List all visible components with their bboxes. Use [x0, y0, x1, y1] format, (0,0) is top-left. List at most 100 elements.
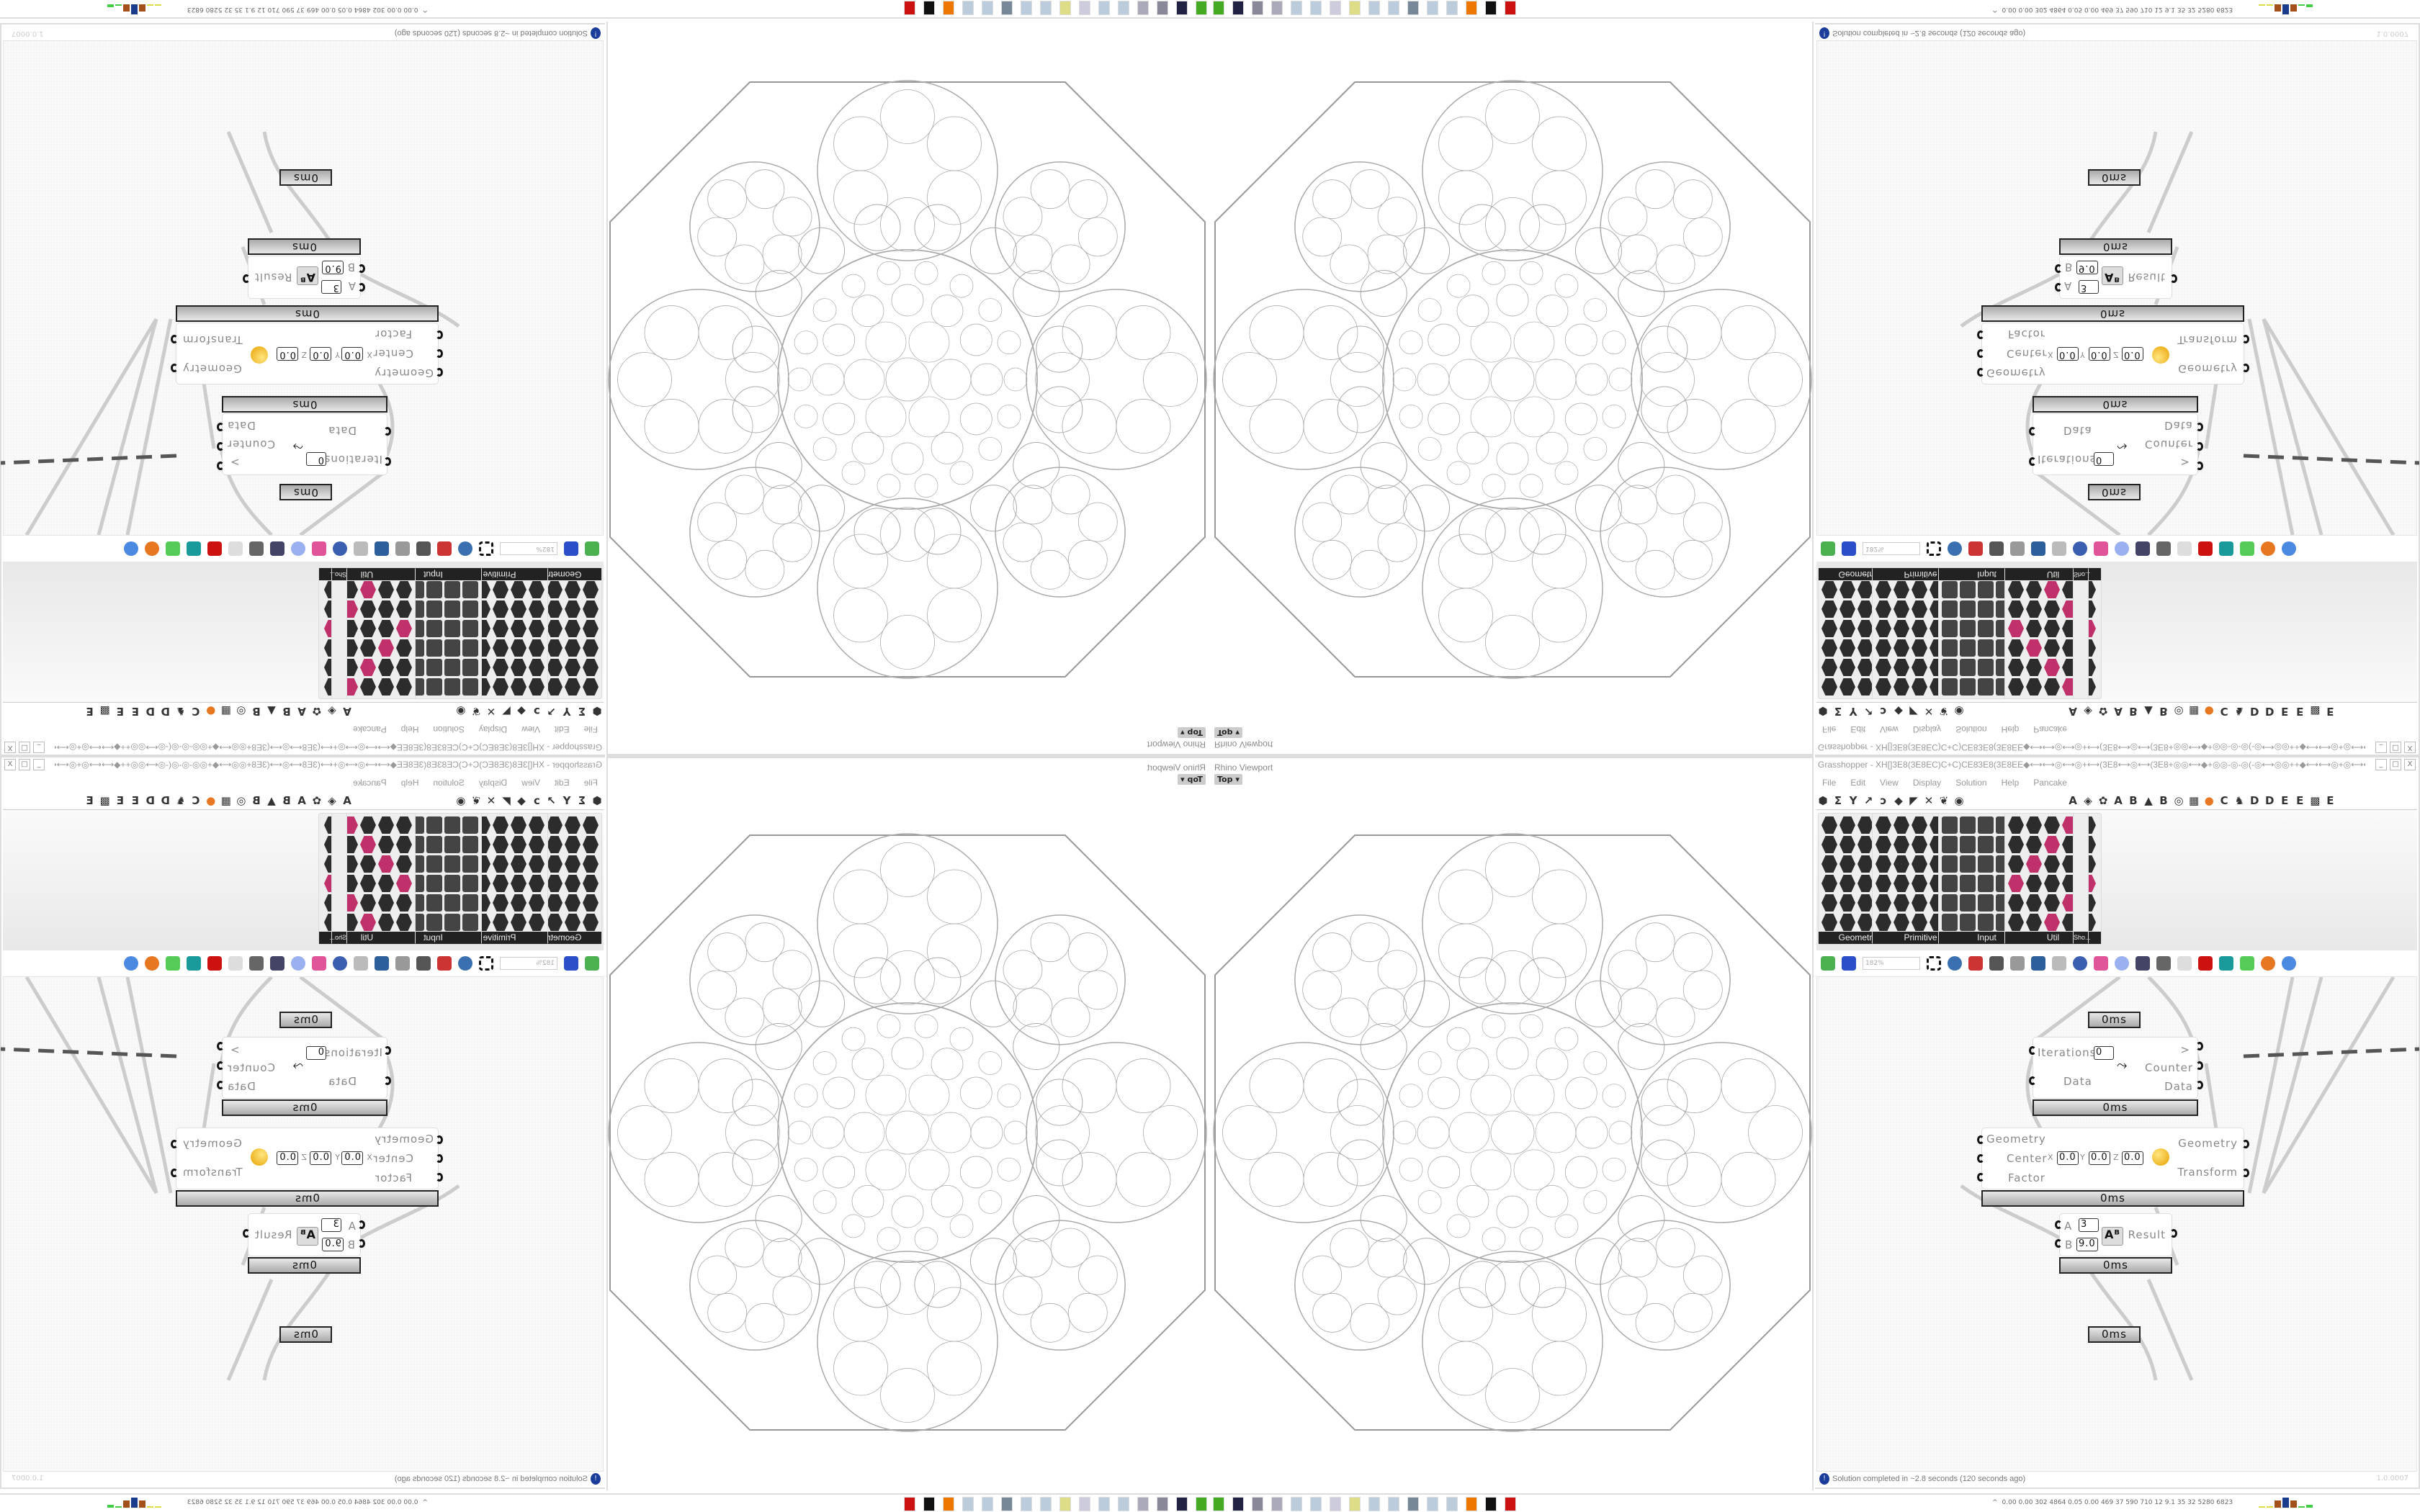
- component-icon[interactable]: [2026, 855, 2042, 873]
- component-icon[interactable]: [1960, 894, 1976, 912]
- component-icon[interactable]: [1960, 855, 1976, 873]
- menu-pancake[interactable]: Pancake: [2033, 724, 2067, 734]
- component-icon[interactable]: [444, 836, 460, 853]
- component-icon[interactable]: [1960, 914, 1976, 931]
- selected-preview-icon[interactable]: [2198, 956, 2213, 971]
- component-icon[interactable]: [583, 894, 599, 912]
- menu-help[interactable]: Help: [2001, 778, 2020, 788]
- component-tab[interactable]: B: [252, 794, 261, 807]
- component-icon[interactable]: [1821, 855, 1837, 873]
- bake-icon[interactable]: [1989, 956, 2004, 971]
- component-icon[interactable]: [1942, 678, 1958, 696]
- taskbar-app-icon[interactable]: [1079, 1497, 1090, 1511]
- component-icon[interactable]: [565, 855, 581, 873]
- component-icon[interactable]: [360, 620, 376, 637]
- component-icon[interactable]: [462, 855, 478, 873]
- component-icon[interactable]: [1978, 875, 1994, 892]
- zoom-level-field[interactable]: 182%: [1863, 957, 1920, 970]
- component-icon[interactable]: [1894, 855, 1909, 873]
- component-tab[interactable]: C: [2220, 705, 2228, 718]
- component-tab[interactable]: A: [2114, 794, 2123, 807]
- menu-pancake[interactable]: Pancake: [2033, 778, 2067, 788]
- taskbar-app-icon[interactable]: [943, 1, 954, 15]
- component-icon[interactable]: [396, 875, 412, 892]
- cluster-icon[interactable]: [395, 541, 410, 556]
- a-input[interactable]: 3: [321, 280, 341, 294]
- component-icon[interactable]: [547, 639, 563, 657]
- component-icon[interactable]: [1960, 875, 1976, 892]
- component-tab[interactable]: ❦: [1939, 705, 1949, 718]
- component-icon[interactable]: [1912, 639, 1927, 657]
- bake-icon[interactable]: [416, 956, 431, 971]
- component-tab[interactable]: B: [282, 794, 291, 807]
- panel-label[interactable]: Sho...: [2074, 932, 2091, 944]
- grasshopper-canvas[interactable]: 0ms Iterations 0 Data > ⤳ Counter Data 0…: [1, 40, 604, 536]
- wire-display-icon[interactable]: [2136, 541, 2150, 556]
- component-icon[interactable]: [1839, 639, 1855, 657]
- component-tab[interactable]: Y: [1849, 705, 1857, 718]
- taskbar-app-icon[interactable]: [1157, 1, 1168, 15]
- component-icon[interactable]: [1857, 659, 1873, 676]
- taskbar-app-icon[interactable]: [1505, 1497, 1516, 1511]
- component-icon[interactable]: [529, 855, 544, 873]
- component-icon[interactable]: [493, 620, 508, 637]
- component-tab[interactable]: D: [145, 794, 156, 807]
- component-icon[interactable]: [529, 620, 544, 637]
- input-pin[interactable]: [384, 1046, 391, 1055]
- component-icon[interactable]: [511, 894, 526, 912]
- component-tab[interactable]: E: [2281, 794, 2289, 807]
- taskbar-app-icon[interactable]: [1310, 1497, 1322, 1511]
- component-tab[interactable]: Σ: [1834, 705, 1842, 718]
- output-pin[interactable]: [217, 462, 224, 470]
- component-tab[interactable]: ↗: [1863, 705, 1873, 718]
- input-pin[interactable]: [2029, 1046, 2036, 1055]
- component-icon[interactable]: [1839, 855, 1855, 873]
- component-icon[interactable]: [2044, 836, 2060, 853]
- input-pin[interactable]: [2029, 427, 2036, 436]
- scale-component[interactable]: Geometry Center X 0.0 Y 0.0 Z 0.0 Factor…: [176, 323, 439, 384]
- b-input[interactable]: 9.0: [2076, 1238, 2098, 1251]
- menu-solution[interactable]: Solution: [1955, 778, 1987, 788]
- component-icon[interactable]: [1912, 816, 1927, 834]
- menu-solution[interactable]: Solution: [433, 724, 465, 734]
- component-icon[interactable]: [1912, 620, 1927, 637]
- component-icon[interactable]: [1912, 836, 1927, 853]
- input-pin[interactable]: [436, 349, 443, 358]
- component-icon[interactable]: [2008, 581, 2024, 598]
- component-tab[interactable]: B: [2129, 705, 2138, 718]
- taskbar-app-icon[interactable]: [1001, 1, 1013, 15]
- component-icon[interactable]: [444, 581, 460, 598]
- tray-chevron-icon[interactable]: ^: [1992, 6, 1998, 13]
- component-tab[interactable]: B: [252, 705, 261, 718]
- rhino-viewport[interactable]: Rhino Viewport Top ▾: [1210, 756, 1814, 1490]
- wireframe-preview-icon[interactable]: [2177, 956, 2192, 971]
- component-icon[interactable]: [1942, 816, 1958, 834]
- component-icon[interactable]: [493, 875, 508, 892]
- b-input[interactable]: 9.0: [322, 261, 344, 274]
- component-icon[interactable]: [547, 678, 563, 696]
- center-y-input[interactable]: 0.0: [2089, 347, 2110, 361]
- package-icon[interactable]: [2094, 956, 2108, 971]
- taskbar-app-icon[interactable]: [1388, 1497, 1399, 1511]
- output-pin[interactable]: [2242, 364, 2249, 372]
- component-icon[interactable]: [2044, 855, 2060, 873]
- component-icon[interactable]: [2044, 659, 2060, 676]
- cluster-icon[interactable]: [2010, 956, 2025, 971]
- component-icon[interactable]: [444, 678, 460, 696]
- output-pin[interactable]: [217, 442, 224, 451]
- input-pin[interactable]: [1977, 368, 1984, 377]
- taskbar-app-icon[interactable]: [1368, 1497, 1380, 1511]
- menu-file[interactable]: File: [1822, 724, 1837, 734]
- input-pin[interactable]: [2055, 1239, 2062, 1248]
- taskbar-app-icon[interactable]: [1505, 1, 1516, 15]
- component-icon[interactable]: [1942, 855, 1958, 873]
- component-icon[interactable]: [1894, 816, 1909, 834]
- component-icon[interactable]: [1942, 914, 1958, 931]
- component-tab[interactable]: Y: [563, 705, 571, 718]
- component-icon[interactable]: [2026, 678, 2042, 696]
- component-tab[interactable]: ▦: [2189, 794, 2200, 807]
- custom-preview-icon[interactable]: [187, 541, 201, 556]
- component-icon[interactable]: [2026, 894, 2042, 912]
- component-icon[interactable]: [1978, 894, 1994, 912]
- component-icon[interactable]: [2044, 639, 2060, 657]
